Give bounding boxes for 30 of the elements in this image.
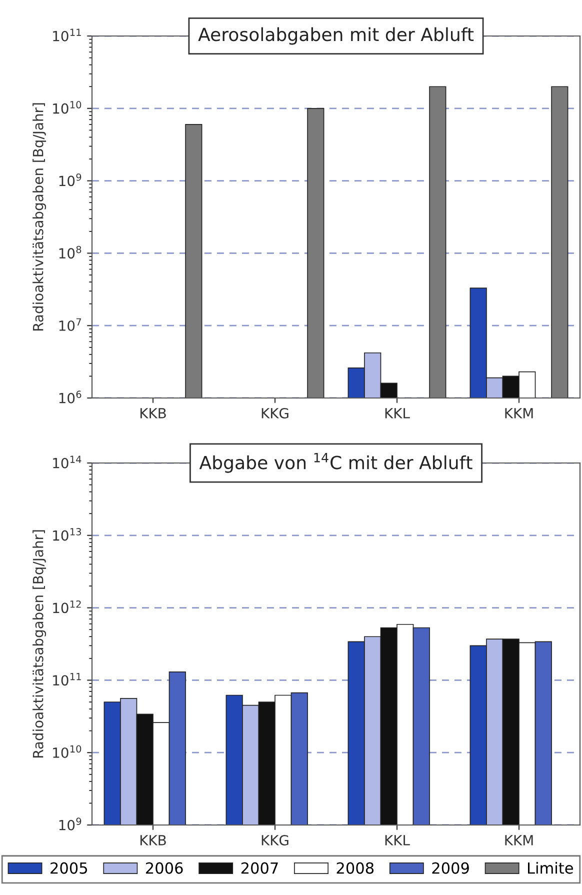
chart-title: Aerosolabgaben mit der Abluft — [198, 27, 474, 45]
y-tick-label: 10$^{7}$ — [59, 318, 81, 331]
y-tick-label: 10$^{14}$ — [53, 456, 82, 468]
y-axis-title: Radioaktivitätsabgaben [Bq/Jahr] — [32, 103, 46, 331]
chart-title: Abgabe von $^{14}$C mit der Abluft — [199, 452, 472, 473]
x-tick-label: KKL — [385, 835, 410, 846]
y-tick-label: 10$^{12}$ — [53, 600, 81, 614]
x-tick-label: KKM — [505, 408, 533, 418]
x-tick-label: KKL — [385, 408, 410, 418]
x-tick-label: KKG — [262, 408, 288, 418]
x-tick-label: KKG — [262, 834, 288, 846]
x-tick-label: KKB — [140, 835, 166, 846]
legend-label: 2006 — [146, 862, 183, 874]
y-tick-label: 10$^{11}$ — [53, 28, 81, 42]
y-tick-label: 10$^{9}$ — [59, 818, 82, 830]
y-tick-label: 10$^{6}$ — [59, 390, 82, 404]
y-tick-label: 10$^{10}$ — [53, 745, 82, 758]
legend-label: 2007 — [241, 862, 278, 874]
text: 2009 — [432, 862, 469, 874]
x-tick-label: KKM — [505, 835, 533, 846]
y-tick-label: 10$^{11}$ — [53, 672, 81, 686]
legend-label: 2005 — [50, 862, 88, 874]
legend-label: Limite — [528, 862, 573, 874]
y-tick-label: 10$^{8}$ — [59, 246, 82, 259]
y-tick-label: 10$^{13}$ — [53, 528, 81, 541]
y-axis-title: Radioaktivitätsabgaben [Bq/Jahr] — [32, 530, 46, 758]
y-tick-label: 10$^{10}$ — [53, 101, 82, 114]
y-tick-label: 10$^{9}$ — [59, 173, 82, 186]
x-tick-label: KKB — [140, 408, 166, 418]
legend-label: 2008 — [336, 862, 374, 874]
